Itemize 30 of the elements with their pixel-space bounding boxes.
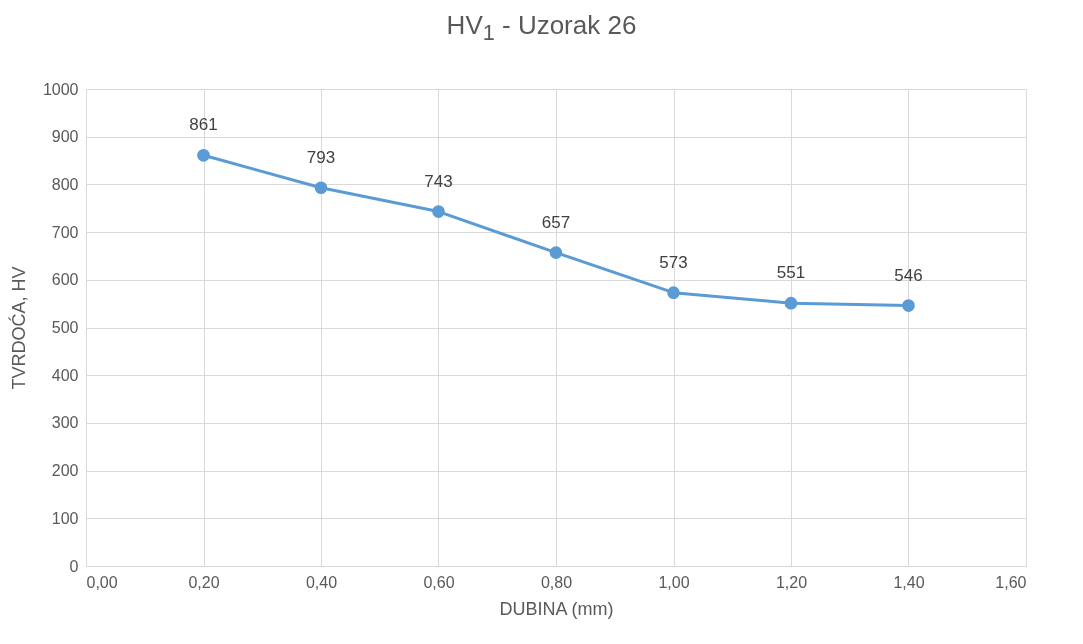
data-label: 743 bbox=[424, 171, 453, 191]
x-tick-label: 1,00 bbox=[658, 573, 690, 591]
x-tick-label: 1,20 bbox=[775, 573, 808, 591]
data-label: 546 bbox=[894, 265, 923, 285]
y-tick-label: 800 bbox=[51, 175, 79, 193]
y-tick-label: 1000 bbox=[42, 80, 79, 98]
data-label: 861 bbox=[189, 115, 218, 135]
data-label: 573 bbox=[659, 252, 688, 272]
data-label: 657 bbox=[541, 212, 571, 232]
y-tick-label: 400 bbox=[51, 366, 79, 384]
y-tick-label: 900 bbox=[51, 128, 79, 146]
x-axis-title: DUBINA (mm) bbox=[499, 598, 614, 619]
x-tick-label: 0,00 bbox=[86, 573, 118, 591]
x-tick-label: 0,60 bbox=[423, 573, 455, 591]
y-tick-label: 0 bbox=[69, 557, 79, 575]
y-tick-label: 500 bbox=[51, 319, 79, 336]
x-tick-label: 1,40 bbox=[893, 573, 925, 591]
y-tick-label: 200 bbox=[51, 462, 79, 480]
x-tick-label: 0,20 bbox=[188, 573, 220, 591]
y-tick-label: 600 bbox=[51, 271, 79, 289]
y-axis-title: TVRDOĆA, HV bbox=[7, 266, 29, 390]
data-label: 793 bbox=[306, 147, 336, 167]
y-tick-label: 300 bbox=[51, 414, 79, 432]
chart-title: HV$_{1}$ - Uzorak 26 bbox=[445, 10, 638, 47]
y-tick-label: 700 bbox=[51, 223, 79, 241]
x-tick-label: 0,80 bbox=[540, 573, 573, 591]
data-label: 551 bbox=[776, 263, 806, 283]
x-tick-label: 0,40 bbox=[305, 573, 338, 591]
y-tick-label: 100 bbox=[51, 509, 79, 527]
x-tick-label: 1,60 bbox=[995, 573, 1027, 591]
